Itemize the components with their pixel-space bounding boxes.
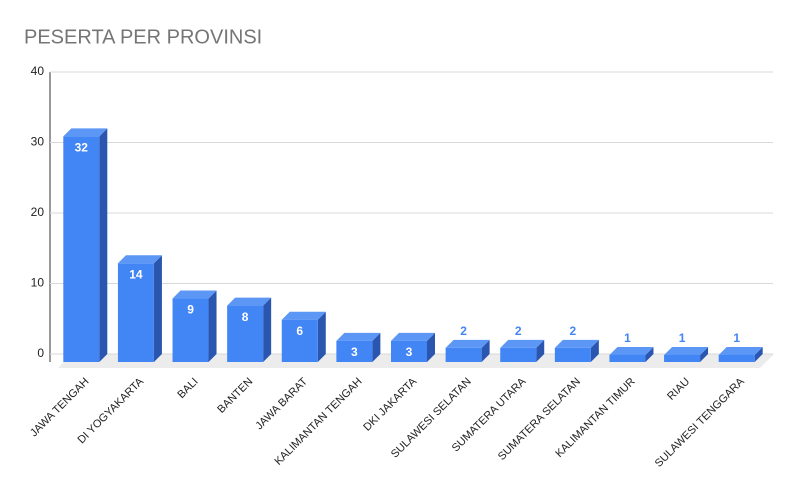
x-tick-label: BANTEN bbox=[215, 376, 255, 416]
bar-side bbox=[208, 290, 217, 362]
value-label: 1 bbox=[733, 331, 740, 345]
chart-title: PESERTA PER PROVINSI bbox=[24, 26, 262, 48]
bar-top bbox=[391, 332, 435, 341]
y-tick-label: 10 bbox=[31, 276, 45, 290]
value-label: 1 bbox=[679, 331, 686, 345]
bar-side bbox=[754, 346, 763, 362]
y-tick-label: 40 bbox=[31, 64, 45, 78]
bar-top bbox=[63, 128, 108, 137]
x-tick-label: JAWA BARAT bbox=[253, 375, 310, 432]
bar bbox=[500, 347, 537, 362]
bar-side bbox=[153, 255, 162, 362]
bar-side bbox=[645, 346, 654, 362]
bar-side bbox=[536, 339, 545, 362]
bar-top bbox=[281, 311, 326, 320]
bar-side bbox=[590, 339, 599, 362]
value-label: 2 bbox=[460, 324, 467, 338]
value-label: 14 bbox=[129, 267, 143, 281]
x-tick-label: RIAU bbox=[665, 376, 692, 403]
bar-top bbox=[117, 255, 162, 264]
bar-top bbox=[554, 339, 599, 348]
bar-top bbox=[664, 346, 709, 355]
value-label: 6 bbox=[296, 324, 303, 338]
x-tick-label: JAWA TENGAH bbox=[28, 376, 92, 440]
bar bbox=[391, 340, 427, 362]
value-label: 2 bbox=[515, 324, 522, 338]
bar bbox=[117, 263, 154, 362]
bar bbox=[227, 305, 264, 362]
value-label: 2 bbox=[570, 324, 577, 338]
bar-top bbox=[609, 346, 654, 355]
y-tick-label: 20 bbox=[31, 205, 45, 219]
bar-side bbox=[99, 128, 108, 362]
bar-top bbox=[227, 297, 272, 306]
bar bbox=[718, 354, 755, 362]
bar bbox=[336, 340, 373, 362]
bar-top bbox=[172, 290, 217, 299]
bar bbox=[172, 298, 209, 362]
x-tick-label: DKI JAKARTA bbox=[361, 375, 419, 433]
value-label: 1 bbox=[624, 331, 631, 345]
bar bbox=[445, 347, 482, 362]
bar-top bbox=[336, 332, 381, 341]
bar bbox=[281, 319, 318, 362]
value-label: 32 bbox=[75, 141, 89, 155]
bar-side bbox=[372, 332, 381, 362]
y-tick-label: 30 bbox=[31, 135, 45, 149]
bar-side bbox=[481, 339, 490, 362]
bar bbox=[664, 354, 701, 362]
bar bbox=[554, 347, 591, 362]
bar-side bbox=[263, 297, 272, 362]
value-label: 3 bbox=[351, 345, 358, 359]
bar-side bbox=[700, 346, 709, 362]
bar-top bbox=[445, 339, 490, 348]
x-tick-label: BALI bbox=[175, 376, 200, 401]
bar bbox=[609, 354, 646, 362]
value-label: 9 bbox=[187, 303, 194, 317]
bar-side bbox=[427, 332, 435, 362]
bar-side bbox=[317, 311, 326, 362]
value-label: 8 bbox=[242, 310, 249, 324]
bar bbox=[63, 136, 100, 362]
y-tick-label: 0 bbox=[37, 346, 44, 360]
bar-top bbox=[718, 346, 763, 355]
value-label: 3 bbox=[406, 345, 413, 359]
x-tick-label: SULAWESI TENGGARA bbox=[653, 375, 748, 470]
bar-top bbox=[500, 339, 545, 348]
